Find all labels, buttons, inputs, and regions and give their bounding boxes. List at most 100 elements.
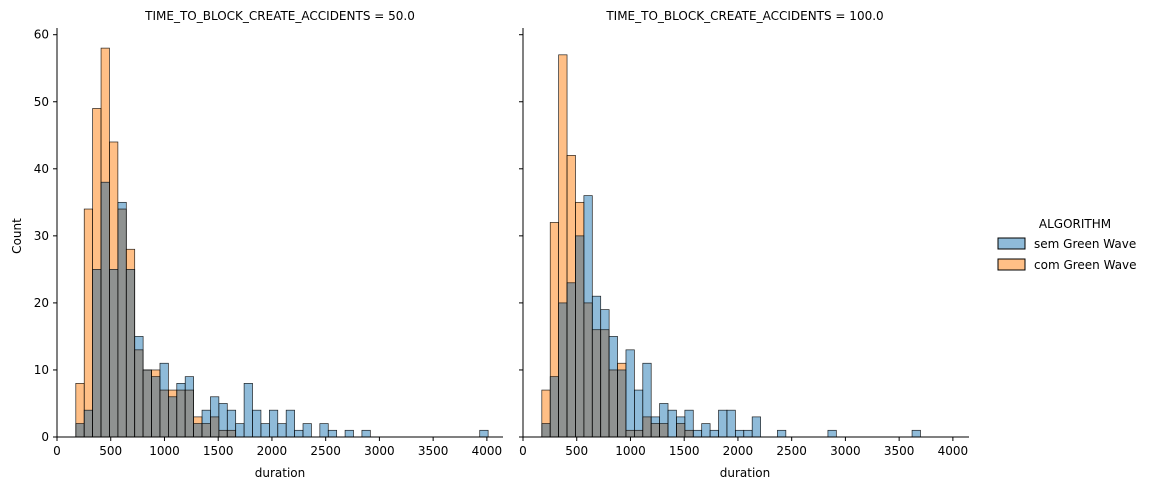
histogram-bar-com [151, 369, 160, 377]
histogram-bar-overlap [617, 369, 626, 437]
histogram-bar-sem [176, 383, 186, 391]
histogram-bar-com [84, 209, 93, 411]
x-tick-label: 500 [99, 444, 122, 458]
histogram-bar-sem [676, 416, 685, 424]
histogram-bar-sem [684, 410, 694, 431]
x-tick-label: 500 [565, 444, 588, 458]
histogram-bar-overlap [651, 423, 660, 437]
histogram-bar-overlap [151, 376, 160, 437]
histogram-bar-sem [345, 430, 354, 437]
histogram-bar-overlap [642, 416, 652, 437]
histogram-bar-com [541, 390, 551, 424]
histogram-bar-sem [693, 430, 702, 437]
histogram-bar-sem [210, 396, 219, 417]
legend-label-com: com Green Wave [1034, 258, 1137, 272]
facet-panel-100: TIME_TO_BLOCK_CREATE_ACCIDENTS = 100.0 0… [519, 9, 969, 480]
histogram-bar-sem [701, 423, 711, 437]
histogram-bar-sem [592, 296, 601, 330]
histogram-bar-sem [117, 202, 127, 210]
legend-title: ALGORITHM [1039, 217, 1111, 231]
histogram-bar-sem [159, 363, 169, 391]
x-tick-label: 2500 [310, 444, 341, 458]
legend: ALGORITHM sem Green Wave com Green Wave [997, 217, 1137, 272]
histogram-bar-sem [269, 410, 278, 437]
histogram-bar-sem [319, 423, 329, 437]
histogram-bar-sem [726, 410, 736, 437]
x-axis-label: duration [720, 466, 771, 480]
histogram-bar-overlap [583, 302, 593, 437]
histogram-bar-sem [235, 423, 245, 437]
x-tick-label: 4000 [472, 444, 503, 458]
histogram-bar-overlap [592, 329, 601, 437]
y-tick-label: 50 [34, 95, 49, 109]
histogram-bar-com [126, 249, 135, 270]
histogram-bar-com [193, 416, 203, 424]
histogram-bar-overlap [101, 182, 110, 437]
y-tick-label: 10 [34, 363, 49, 377]
histogram-bar-sem [260, 423, 270, 437]
histogram-bar-sem [244, 383, 253, 437]
histogram-bar-overlap [159, 390, 169, 437]
facet-title: TIME_TO_BLOCK_CREATE_ACCIDENTS = 100.0 [605, 9, 883, 23]
x-tick-label: 4000 [938, 444, 969, 458]
histogram-bars [541, 54, 921, 438]
x-tick-label: 0 [53, 444, 61, 458]
histogram-bar-overlap [210, 416, 219, 437]
histogram-bar-overlap [202, 423, 211, 437]
histogram-bar-overlap [227, 430, 236, 437]
histogram-bar-overlap [625, 430, 635, 437]
histogram-bar-sem [218, 403, 228, 431]
histogram-bar-sem [710, 430, 719, 437]
x-tick-label: 2000 [257, 444, 288, 458]
x-tick-label: 3500 [418, 444, 449, 458]
histogram-bar-overlap [659, 423, 669, 437]
histogram-bar-sem [185, 376, 194, 391]
y-tick-label: 0 [41, 430, 49, 444]
histogram-bar-sem [361, 430, 371, 437]
y-tick-label: 30 [34, 229, 49, 243]
x-tick-label: 2500 [776, 444, 807, 458]
histogram-bar-sem [600, 309, 610, 330]
histogram-bar-sem [735, 430, 744, 437]
histogram-bar-overlap [218, 430, 228, 437]
x-tick-label: 3000 [364, 444, 395, 458]
y-tick-label: 60 [34, 28, 49, 42]
histogram-bar-overlap [134, 349, 144, 437]
histogram-bar-sem [202, 410, 211, 424]
histogram-bar-overlap [168, 396, 177, 437]
histogram-bar-overlap [558, 302, 568, 437]
histogram-bar-sem [479, 430, 489, 437]
histogram-bar-sem [609, 336, 618, 370]
histogram-bar-overlap [84, 410, 93, 437]
facet-title: TIME_TO_BLOCK_CREATE_ACCIDENTS = 50.0 [144, 9, 415, 23]
y-tick-label: 20 [34, 296, 49, 310]
histogram-bar-overlap [676, 423, 685, 437]
x-tick-label: 1000 [149, 444, 180, 458]
histogram-bar-overlap [575, 235, 584, 437]
histogram-bar-sem [651, 416, 660, 424]
y-tick-label: 40 [34, 162, 49, 176]
histogram-bar-sem [252, 410, 261, 437]
histogram-bar-overlap [550, 376, 559, 437]
histogram-bar-overlap [176, 390, 186, 437]
histogram-bar-sem [642, 363, 652, 417]
histogram-bar-com [575, 202, 584, 236]
histogram-bar-sem [277, 423, 287, 437]
histogram-bar-overlap [567, 282, 576, 437]
histogram-bar-com [567, 155, 576, 283]
histogram-bar-overlap [126, 269, 135, 437]
x-tick-label: 1500 [203, 444, 234, 458]
histogram-bar-overlap [92, 269, 102, 437]
histogram-bar-sem [634, 390, 643, 431]
histogram-bar-sem [583, 195, 593, 303]
histogram-bar-com [617, 363, 626, 370]
histogram-bar-com [101, 48, 110, 183]
histogram-bar-com [558, 54, 568, 303]
histogram-bar-com [92, 108, 102, 270]
legend-swatch-com [997, 258, 1026, 271]
histogram-bar-sem [286, 410, 295, 437]
histogram-bar-overlap [185, 390, 194, 437]
histogram-bar-sem [134, 336, 144, 350]
legend-swatch-sem [997, 237, 1026, 250]
